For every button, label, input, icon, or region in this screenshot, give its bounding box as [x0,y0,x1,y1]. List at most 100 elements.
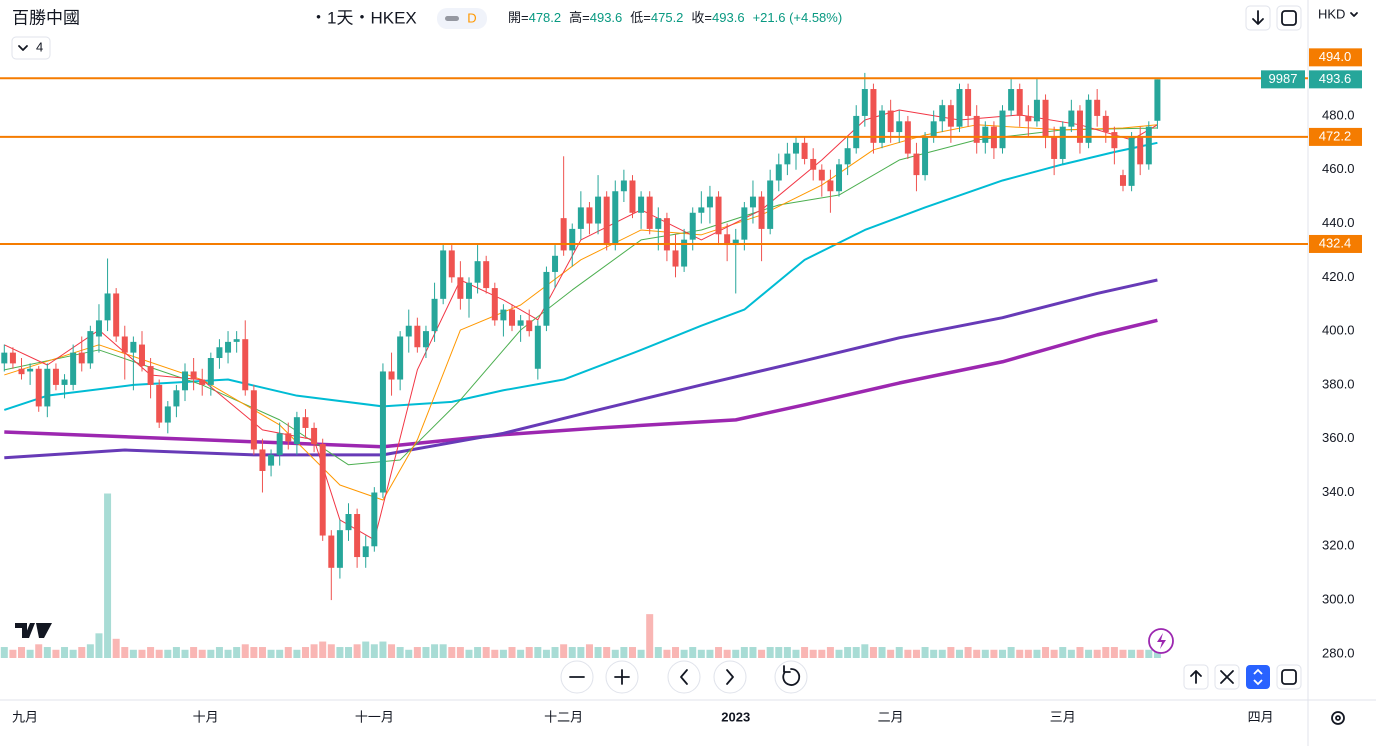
candle-body [836,164,843,192]
candle-body [397,336,404,380]
volume-bar [697,649,705,658]
level-label-box [1309,234,1362,253]
volume-bar [1050,649,1058,658]
fit-button[interactable] [1276,664,1302,690]
candle-body [1154,79,1161,121]
auto-scale-button[interactable] [1246,665,1270,689]
volume-bar [835,649,843,658]
currency[interactable]: HKD [1318,6,1345,21]
moving-average [4,109,1158,541]
volume-bar [1085,649,1093,658]
candle-body [655,218,662,229]
candle-body [35,368,42,407]
volume-bar [766,647,774,658]
ohlc-change: +21.6 (+4.58%) [753,10,843,25]
volume-bar [345,647,353,658]
y-tick-label: 460.0 [1322,161,1355,176]
last-price-box [1309,70,1362,89]
volume-bar [689,647,697,658]
candle-body [1016,89,1023,116]
volume-bar [61,647,69,658]
volume-bar [405,649,413,658]
volume-bar [1033,649,1041,658]
ohlc-value: 493.6 [590,10,623,25]
candle-body [371,492,378,547]
candle-body [724,234,731,246]
candle-body [474,261,481,283]
candle-body [121,336,128,353]
indicator-toggle[interactable] [11,36,51,60]
candle-body [1033,99,1040,122]
volume-bar [233,647,241,658]
volume-bar [878,647,886,658]
volume-bar [628,647,636,658]
right-icon [726,669,734,685]
volume-bar [52,649,60,658]
volume-bar [422,647,430,658]
volume-bar [706,649,714,658]
x-tick-label: 十月 [193,709,219,724]
volume-bar [482,647,490,658]
x-tick-label: 十二月 [544,709,583,724]
volume-bar [818,649,826,658]
candle-body [526,320,533,332]
volume-bar [491,649,499,658]
interval: ・1天・HKEX [310,8,417,27]
candle-body [1068,110,1075,127]
candle-body [913,153,920,176]
volume-bar [999,649,1007,658]
volume-bar [534,647,542,658]
volume-bar [560,644,568,658]
candle-body [27,368,34,372]
scroll-right-button[interactable] [713,660,747,694]
volume-bar [775,647,783,658]
fullscreen-icon [1281,10,1297,26]
volume-bar [912,649,920,658]
candle-body [311,427,318,445]
volume-bar [551,647,559,658]
candle-body [9,352,16,364]
candle-body [259,449,266,471]
scroll-left-button[interactable] [667,660,701,694]
candle-body [104,293,111,321]
candle-body [646,196,653,229]
volume-bar [723,649,731,658]
y-tick-label: 420.0 [1322,269,1355,284]
candle-body [922,137,929,176]
candle-body [870,89,877,143]
badge: D [467,10,476,25]
moving-average [4,318,1158,449]
volume-bar [431,644,439,658]
volume-bar [1102,647,1110,658]
bolt-icon [1157,633,1166,649]
volume-bar [955,649,963,658]
y-tick-label: 340.0 [1322,484,1355,499]
ohlc-value: 475.2 [651,10,684,25]
candle-body [939,105,946,122]
volume-bar [508,647,516,658]
settings-icon[interactable] [1331,711,1345,725]
y-tick-label: 480.0 [1322,107,1355,122]
reset-button[interactable] [774,660,808,694]
candle-body [861,89,868,116]
logo [15,623,52,638]
candle-body [414,325,421,348]
volume-bar [267,649,275,658]
candle-body [1145,126,1152,165]
volume-bar [1007,647,1015,658]
candle-body [1102,115,1109,133]
candle-body [173,390,180,407]
candle-body [268,454,275,466]
x-tick-label: 二月 [878,709,904,724]
fullscreen-button[interactable] [1276,5,1302,31]
candle-body [1025,115,1032,122]
chevrons-icon [1253,668,1263,686]
volume-bar [981,649,989,658]
candle-body [491,288,498,321]
moving-average [4,124,1158,501]
volume-bar [112,638,120,658]
candle-body [715,196,722,235]
volume-bar [250,647,258,658]
level-label-box [1309,48,1362,67]
